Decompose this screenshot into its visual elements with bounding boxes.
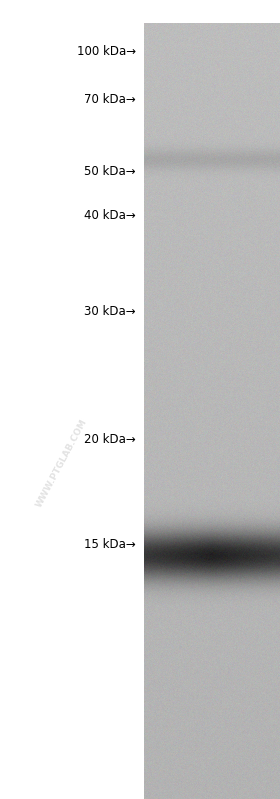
Text: 30 kDa→: 30 kDa→: [84, 305, 136, 318]
Text: 15 kDa→: 15 kDa→: [84, 539, 136, 551]
Text: 50 kDa→: 50 kDa→: [84, 165, 136, 178]
Text: 70 kDa→: 70 kDa→: [84, 93, 136, 106]
Text: 40 kDa→: 40 kDa→: [84, 209, 136, 222]
Text: 100 kDa→: 100 kDa→: [77, 46, 136, 58]
Text: WWW.PTGLAB.COM: WWW.PTGLAB.COM: [34, 418, 89, 509]
Text: 20 kDa→: 20 kDa→: [84, 433, 136, 446]
